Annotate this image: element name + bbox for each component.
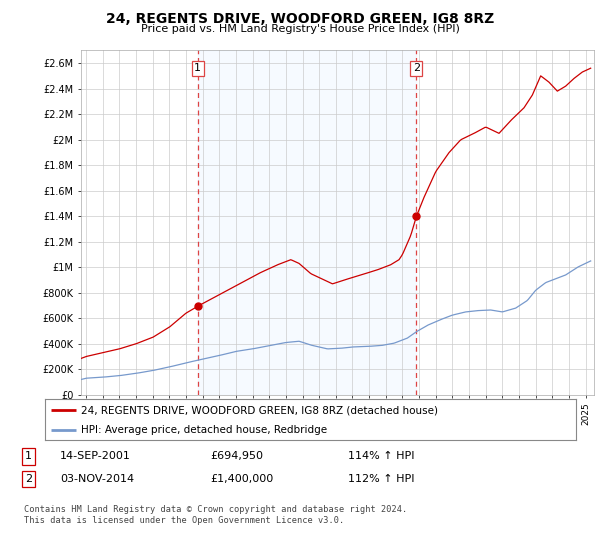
Text: 24, REGENTS DRIVE, WOODFORD GREEN, IG8 8RZ (detached house): 24, REGENTS DRIVE, WOODFORD GREEN, IG8 8… [81,405,438,415]
Text: 114% ↑ HPI: 114% ↑ HPI [348,451,415,461]
Text: 03-NOV-2014: 03-NOV-2014 [60,474,134,484]
Text: £1,400,000: £1,400,000 [210,474,273,484]
Text: HPI: Average price, detached house, Redbridge: HPI: Average price, detached house, Redb… [81,426,327,435]
Bar [198,50,416,395]
Text: 2: 2 [25,474,32,484]
Text: 1: 1 [194,63,201,73]
Text: Price paid vs. HM Land Registry's House Price Index (HPI): Price paid vs. HM Land Registry's House … [140,24,460,34]
Text: 2: 2 [413,63,420,73]
Text: Contains HM Land Registry data © Crown copyright and database right 2024.
This d: Contains HM Land Registry data © Crown c… [24,505,407,525]
Text: 1: 1 [25,451,32,461]
Text: 112% ↑ HPI: 112% ↑ HPI [348,474,415,484]
Text: 14-SEP-2001: 14-SEP-2001 [60,451,131,461]
Text: £694,950: £694,950 [210,451,263,461]
Text: 24, REGENTS DRIVE, WOODFORD GREEN, IG8 8RZ: 24, REGENTS DRIVE, WOODFORD GREEN, IG8 8… [106,12,494,26]
